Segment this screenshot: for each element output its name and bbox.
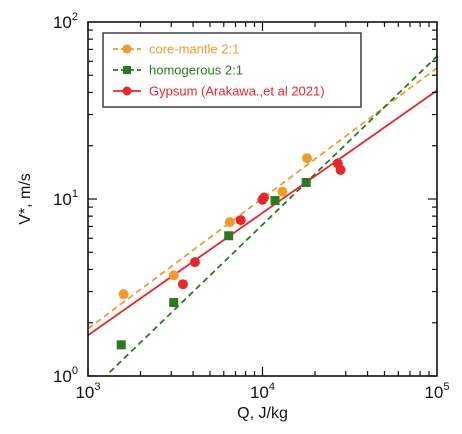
data-point <box>189 257 200 268</box>
data-point <box>122 86 132 96</box>
x-tick-label: 103 <box>75 381 100 402</box>
data-point <box>301 177 311 187</box>
y-tick-label: 102 <box>53 11 78 32</box>
x-tick-label: 105 <box>424 381 449 402</box>
data-point <box>224 217 235 228</box>
y-axis-label: V*, m/s <box>17 173 34 225</box>
data-point <box>335 164 346 175</box>
data-point <box>177 279 188 290</box>
x-tick-label: 104 <box>250 381 275 402</box>
data-point <box>116 340 126 350</box>
fit-line <box>88 89 437 336</box>
data-point <box>270 196 280 206</box>
data-point <box>123 66 131 74</box>
data-point <box>277 186 288 197</box>
data-point <box>302 153 313 164</box>
x-axis-label: Q, J/kg <box>237 405 288 422</box>
data-point <box>235 215 246 226</box>
legend-label: Gypsum (Arakawa.,et al 2021) <box>149 84 325 99</box>
legend-label: core-mantle 2:1 <box>149 42 239 57</box>
tick-labels: 103 104 105 100 101 102 <box>53 11 450 402</box>
data-point <box>118 289 129 300</box>
data-point <box>259 192 270 203</box>
data-point <box>169 298 179 308</box>
legend-label: homogerous 2:1 <box>149 63 243 78</box>
data-point <box>122 44 132 54</box>
data-point <box>168 270 179 281</box>
axis-ticks <box>87 22 437 377</box>
y-tick-label: 100 <box>53 365 78 386</box>
fit-lines <box>88 55 437 376</box>
fit-line <box>104 55 437 376</box>
data-point <box>224 231 234 241</box>
data-points <box>116 153 346 350</box>
y-tick-label: 101 <box>53 188 78 209</box>
legend-box <box>102 32 362 108</box>
legend: core-mantle 2:1 homogerous 2:1 Gypsum (Ara… <box>102 32 362 108</box>
